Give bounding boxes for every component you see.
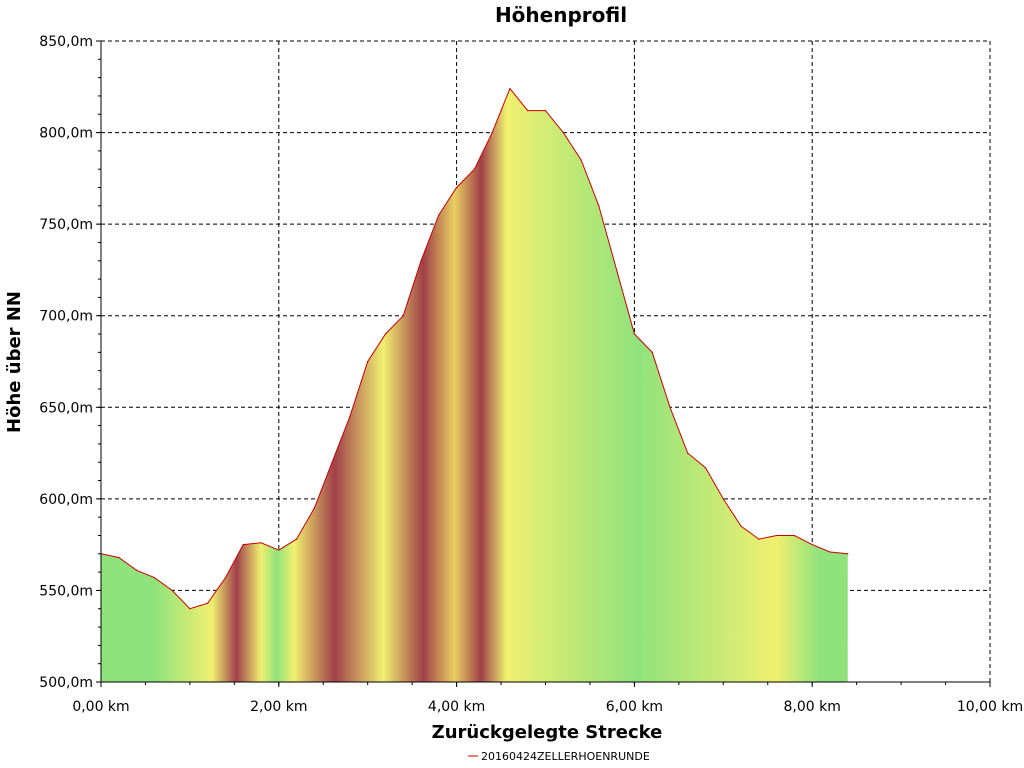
elevation-point — [633, 333, 636, 335]
x-tick-label: 10,00 km — [957, 699, 1023, 715]
elevation-point — [402, 315, 404, 317]
y-tick-label: 750,0m — [39, 217, 93, 233]
x-tick-label: 4,00 km — [428, 699, 485, 715]
elevation-point — [456, 186, 458, 189]
y-tick-label: 500,0m — [39, 675, 93, 691]
plot-area — [100, 87, 849, 683]
elevation-point — [331, 461, 333, 463]
axes — [96, 40, 991, 687]
elevation-point — [740, 525, 742, 527]
elevation-point — [189, 608, 191, 610]
elevation-point — [704, 467, 707, 469]
elevation-point — [687, 452, 689, 454]
y-tick-labels: 500,0m 550,0m 600,0m 650,0m 700,0m 750,0m 800,… — [39, 34, 93, 691]
elevation-point — [349, 415, 351, 418]
x-tick-labels: 0,00 km 2,00 km 4,00 km 6,00 km 8,00 km 10,00… — [72, 699, 1023, 715]
elevation-point — [260, 542, 262, 544]
x-tick-label: 2,00 km — [250, 699, 307, 715]
elevation-point — [598, 205, 600, 207]
elevation-point — [758, 538, 760, 540]
y-tick-label: 650,0m — [39, 400, 93, 416]
x-tick-label: 6,00 km — [606, 699, 663, 715]
elevation-point — [527, 109, 529, 112]
elevation-point — [669, 406, 671, 408]
elevation-point — [829, 551, 831, 553]
elevation-point — [295, 538, 298, 540]
elevation-point — [171, 589, 173, 592]
chart-title: Höhenprofil — [495, 3, 627, 27]
elevation-point — [473, 168, 475, 170]
elevation-point — [509, 88, 511, 90]
elevation-point — [153, 577, 155, 579]
y-axis-title: Höhe über NN — [4, 291, 25, 433]
elevation-point — [811, 544, 813, 546]
y-tick-label: 800,0m — [39, 126, 93, 142]
elevation-point — [242, 544, 244, 546]
elevation-point — [135, 569, 138, 571]
elevation-point — [278, 549, 280, 551]
elevation-point — [793, 534, 796, 537]
elevation-point — [616, 269, 618, 271]
elevation-point — [491, 131, 493, 134]
elevation-point — [651, 351, 653, 353]
elevation-point — [384, 333, 387, 335]
elevation-point — [367, 360, 369, 363]
x-tick-label: 0,00 km — [72, 699, 129, 715]
elevation-point — [722, 498, 724, 500]
elevation-area-fill — [101, 88, 848, 683]
elevation-point — [580, 159, 582, 161]
y-tick-label: 850,0m — [39, 34, 93, 50]
elevation-point — [420, 260, 422, 262]
elevation-point — [438, 214, 440, 216]
elevation-point — [562, 131, 564, 134]
elevation-point — [224, 577, 227, 579]
elevation-point — [776, 534, 778, 537]
elevation-point — [544, 109, 547, 112]
y-tick-label: 700,0m — [39, 309, 93, 325]
legend-label: 20160424ZELLERHOENRUNDE — [481, 750, 650, 763]
y-tick-label: 550,0m — [39, 583, 93, 599]
elevation-point — [313, 507, 315, 509]
elevation-point — [207, 602, 209, 604]
x-axis-title: Zurückgelegte Strecke — [432, 722, 663, 743]
y-tick-label: 600,0m — [39, 492, 93, 508]
elevation-point — [118, 556, 120, 559]
elevation-point — [847, 553, 849, 555]
legend: 20160424ZELLERHOENRUNDE — [468, 750, 650, 763]
x-tick-label: 8,00 km — [784, 699, 841, 715]
